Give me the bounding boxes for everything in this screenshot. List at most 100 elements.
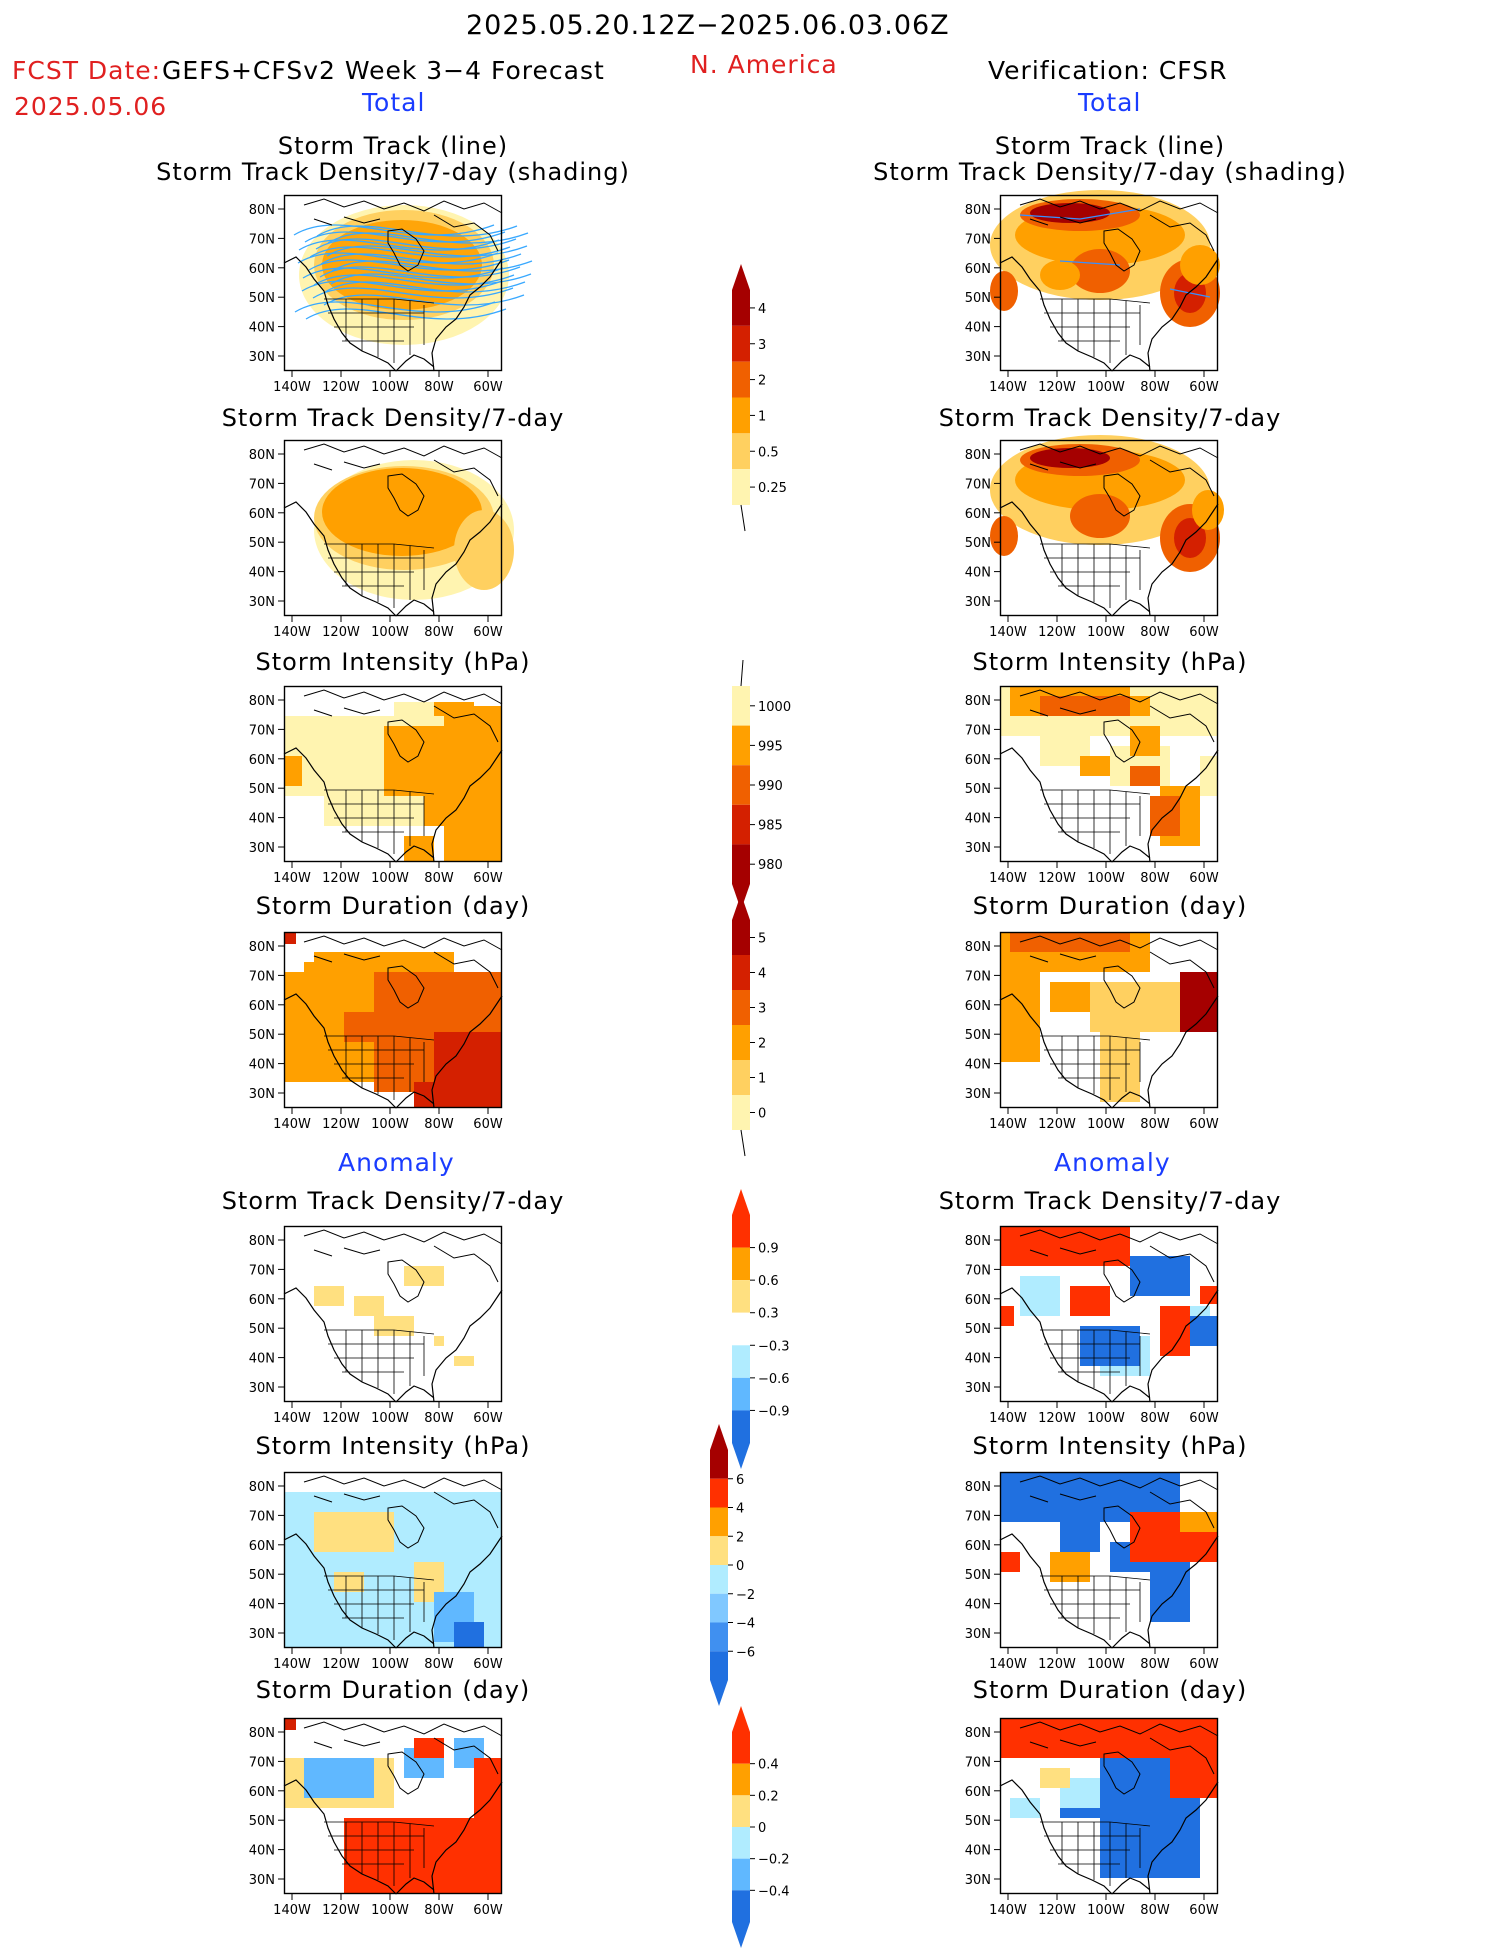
colorbar-swatch: [732, 1377, 750, 1411]
title-r2-left: Storm Track Density/7-day: [221, 404, 565, 432]
lat-tick-label: 70N: [965, 969, 991, 984]
lat-tick-label: 80N: [249, 1234, 275, 1249]
lat-tick-label: 80N: [249, 1480, 275, 1495]
lat-tick-label: 40N: [965, 1844, 991, 1859]
lat-tick-label: 70N: [249, 1263, 275, 1278]
title-r6-left: Storm Intensity (hPa): [255, 1432, 531, 1460]
colorbar-swatch: [732, 804, 750, 845]
colorbar-label: 2: [736, 1530, 744, 1545]
lat-tick-label: 60N: [965, 1293, 991, 1308]
lat-tick-label: 70N: [249, 723, 275, 738]
lat-tick-label: 40N: [249, 1844, 275, 1859]
lon-tick-label: 140W: [273, 871, 311, 886]
title-r2-right: Storm Track Density/7-day: [938, 404, 1282, 432]
colorbar-label: 0.5: [758, 445, 779, 460]
lon-tick-label: 60W: [473, 625, 503, 640]
lat-tick-label: 40N: [249, 566, 275, 581]
lat-tick-label: 50N: [965, 1322, 991, 1337]
lat-tick-label: 80N: [965, 694, 991, 709]
region-label: N. America: [690, 50, 838, 79]
lon-tick-label: 100W: [371, 1657, 409, 1672]
lat-tick-label: 80N: [965, 448, 991, 463]
colorbar-label: 0.25: [758, 481, 787, 496]
colorbar-label: 1: [758, 409, 766, 424]
colorbar-swatch: [710, 1536, 728, 1565]
lon-tick-label: 60W: [473, 1657, 503, 1672]
lat-tick-label: 60N: [965, 507, 991, 522]
lat-tick-label: 30N: [965, 1381, 991, 1396]
colorbar-swatch: [732, 765, 750, 805]
lat-tick-label: 40N: [965, 1352, 991, 1367]
colorbar-label: 4: [758, 967, 766, 982]
colorbar-label: 0: [758, 1821, 766, 1836]
colorbar-swatch: [732, 1763, 750, 1796]
lat-tick-label: 40N: [249, 321, 275, 336]
colorbar-label: 990: [758, 779, 783, 794]
lon-tick-label: 80W: [424, 1411, 454, 1426]
lon-tick-label: 140W: [273, 1903, 311, 1918]
colorbar-label: 0.6: [758, 1274, 779, 1289]
lon-tick-label: 80W: [1140, 380, 1170, 395]
colorbar-swatch: [732, 397, 750, 434]
lon-tick-label: 120W: [322, 871, 360, 886]
lat-tick-label: 50N: [249, 536, 275, 551]
colorbar-swatch: [732, 469, 750, 505]
title-r7-right: Storm Duration (day): [972, 1676, 1248, 1704]
lat-tick-label: 70N: [249, 232, 275, 247]
lon-tick-label: 60W: [1189, 380, 1219, 395]
lon-tick-label: 60W: [1189, 1411, 1219, 1426]
anomaly-label-right: Anomaly: [1054, 1148, 1171, 1177]
lat-tick-label: 30N: [965, 1873, 991, 1888]
colorbar-swatch: [732, 1025, 750, 1060]
title-r5-left: Storm Track Density/7-day: [221, 1187, 565, 1215]
lon-tick-label: 120W: [322, 625, 360, 640]
lon-tick-label: 120W: [322, 380, 360, 395]
colorbar-label: 0.3: [758, 1307, 779, 1322]
colorbar-swatch: [732, 1280, 750, 1313]
title-r1-right-a: Storm Track (line): [994, 132, 1226, 160]
lon-tick-label: 100W: [1087, 1117, 1125, 1132]
lon-tick-label: 120W: [322, 1117, 360, 1132]
lat-tick-label: 50N: [249, 1322, 275, 1337]
period-title: 2025.05.20.12Z−2025.06.03.06Z: [466, 10, 950, 41]
lat-tick-label: 70N: [249, 1509, 275, 1524]
lat-tick-label: 80N: [249, 940, 275, 955]
colorbar-swatch: [732, 955, 750, 990]
colorbar-label: 6: [736, 1473, 744, 1488]
lat-tick-label: 80N: [965, 1480, 991, 1495]
lon-tick-label: 100W: [371, 625, 409, 640]
colorbar-swatch: [732, 1890, 750, 1922]
colorbar-label: 985: [758, 819, 783, 834]
colorbar-swatch: [732, 844, 750, 884]
lat-tick-label: 70N: [249, 477, 275, 492]
map-r5-verification: 80N 70N 60N 50N 40N 30N 140W 120W 100W 80W 60W: [965, 1225, 1219, 1426]
map-r7-forecast: 80N 70N 60N 50N 40N 30N 140W 120W 100W 80W 60W: [249, 1717, 503, 1918]
lat-tick-label: 40N: [965, 1058, 991, 1073]
lon-tick-label: 80W: [424, 1903, 454, 1918]
map-r4-forecast: 80N 70N 60N 50N 40N 30N 140W 120W 100W 80W 60W: [249, 931, 503, 1132]
lon-tick-label: 80W: [424, 871, 454, 886]
colorbar-label: 0.4: [758, 1758, 779, 1773]
lat-tick-label: 60N: [249, 1539, 275, 1554]
lon-tick-label: 140W: [989, 625, 1027, 640]
lat-tick-label: 30N: [965, 350, 991, 365]
lon-tick-label: 100W: [1087, 1411, 1125, 1426]
lat-tick-label: 30N: [249, 841, 275, 856]
colorbar-swatch: [732, 1247, 750, 1281]
title-r6-right: Storm Intensity (hPa): [972, 1432, 1248, 1460]
lat-tick-label: 50N: [965, 1568, 991, 1583]
lat-tick-label: 70N: [965, 1263, 991, 1278]
lat-tick-label: 70N: [249, 1755, 275, 1770]
lat-tick-label: 80N: [249, 203, 275, 218]
colorbar-swatch: [710, 1651, 728, 1680]
colorbar-label: 0.9: [758, 1242, 779, 1257]
colorbar-swatch: [732, 1858, 750, 1891]
map-r6-verification: 80N 70N 60N 50N 40N 30N 140W 120W 100W 80W 60W: [965, 1471, 1219, 1672]
lon-tick-label: 60W: [1189, 1117, 1219, 1132]
map-r6-forecast: 80N 70N 60N 50N 40N 30N 140W 120W 100W 80W 60W: [249, 1471, 503, 1672]
title-r4-left: Storm Duration (day): [255, 892, 531, 920]
colorbar-swatch: [732, 1732, 750, 1764]
lat-tick-label: 30N: [965, 841, 991, 856]
colorbar-label: −4: [736, 1617, 755, 1632]
colorbar-label: 1000: [758, 700, 791, 715]
